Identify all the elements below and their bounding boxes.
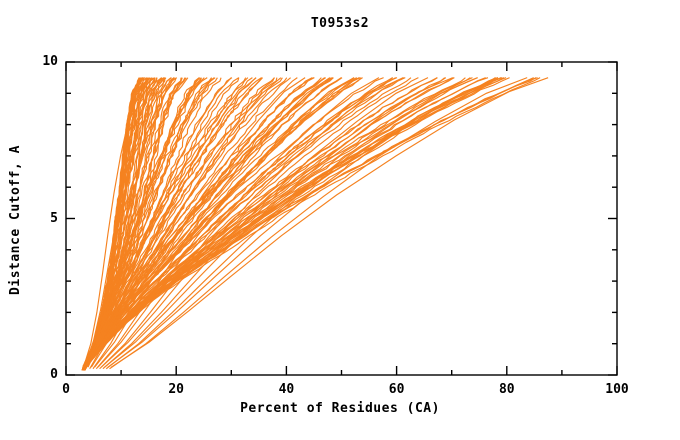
x-tick-label: 100	[605, 382, 629, 397]
data-curve-model-018	[110, 77, 549, 368]
data-curve-model-010	[97, 77, 355, 368]
data-curve	[82, 77, 253, 371]
x-tick-label: 20	[168, 382, 185, 397]
data-curve-model-009	[95, 77, 331, 370]
data-curve	[82, 77, 149, 371]
y-axis-title: Distance Cutoff, A	[8, 145, 23, 295]
x-tick-label: 60	[388, 382, 405, 397]
axes-frame-group	[65, 61, 618, 376]
data-curve-model-005	[89, 77, 232, 370]
data-curve	[84, 77, 541, 371]
data-curve-model-001	[82, 77, 144, 369]
data-curve	[84, 77, 497, 371]
data-curve-model-013	[102, 77, 429, 370]
x-tick-label: 40	[278, 382, 295, 397]
x-tick-label: 80	[498, 382, 515, 397]
data-curve-model-012	[100, 77, 404, 368]
data-curve-model-008	[94, 77, 306, 368]
data-curve	[83, 77, 419, 371]
data-curve-model-017	[109, 77, 528, 370]
data-curve-model-014	[104, 77, 454, 368]
x-tick-label: 0	[62, 382, 70, 397]
data-curve	[82, 77, 343, 371]
data-curve	[82, 77, 216, 371]
data-curve	[82, 77, 314, 371]
y-tick-label: 5	[50, 210, 58, 226]
data-curve-model-002	[84, 77, 156, 368]
data-curve	[82, 77, 172, 371]
x-axis-title: Percent of Residues (CA)	[240, 401, 440, 416]
data-curve-model-007	[92, 77, 282, 370]
data-curve	[83, 77, 361, 371]
data-curves-group	[81, 77, 549, 371]
data-curve-model-011	[99, 77, 380, 370]
data-curve-model-003	[85, 77, 175, 369]
y-tick-label: 0	[50, 367, 58, 382]
data-curve-model-004	[87, 77, 205, 368]
data-curve-model-016	[107, 77, 503, 368]
data-curve-model-015	[105, 77, 478, 370]
chart-title: T0953s2	[310, 16, 370, 31]
y-tick-label: 10	[42, 54, 58, 69]
data-curve-model-006	[90, 77, 257, 368]
